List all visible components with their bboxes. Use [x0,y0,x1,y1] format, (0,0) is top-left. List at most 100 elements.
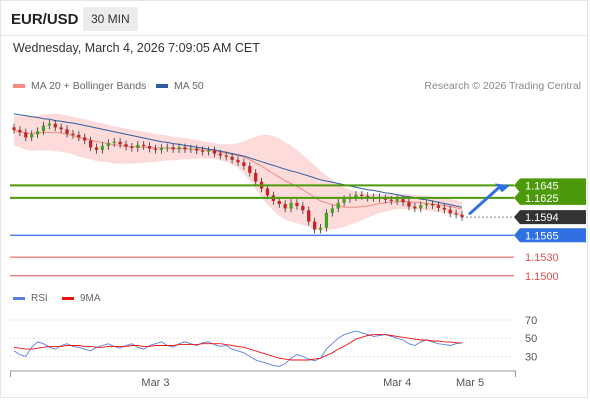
ma20-swatch [13,84,25,89]
candle-body [106,142,110,147]
ma50-line [13,113,463,208]
candle-body [201,150,205,152]
candle-body [448,209,452,214]
candle-body [230,156,234,160]
candle-body [100,146,105,150]
forecast-arrow-shaft [468,185,502,215]
rsi-tick-70: 70 [525,315,537,327]
candle-body [413,206,417,209]
last-price-tag [514,210,586,225]
candle-body [342,199,346,203]
candle-body [460,214,464,218]
candle-body [425,204,429,206]
symbol-label: EUR/USD [11,11,79,28]
ma20-label: MA 20 + Bollinger Bands [31,80,147,92]
rsi-tick-30: 30 [525,351,537,363]
ma50-swatch [156,84,168,89]
candle-body [59,127,63,130]
candle-body [354,194,358,198]
candle-body [65,129,69,134]
rsi-swatch [13,296,25,300]
timestamp: Wednesday, March 4, 2026 7:09:05 AM CET [13,41,260,55]
candle-body [242,162,246,167]
candle-body [360,194,364,196]
candle-body [289,202,293,209]
credit-text: Research © 2026 Trading Central [424,80,581,92]
candle-body [71,133,75,135]
candle-body [83,137,87,141]
last-price-label: 1.1594 [525,212,559,224]
candle-body [94,147,99,150]
candle-body [189,148,193,150]
resistance-2-tag [514,190,586,205]
forecast-arrow-head [495,183,510,193]
pivot-label: 1.1565 [525,230,559,242]
ma9-swatch [62,296,74,300]
candle-body [183,147,187,150]
pivot-tag [514,228,586,243]
candle-body [142,144,146,147]
candle-body [177,147,181,150]
candle-body [53,123,57,128]
candle-body [395,199,399,201]
candle-body [401,199,405,203]
legend-ma20: MA 20 + Bollinger Bands [13,80,146,92]
candle-body [224,155,228,157]
candle-body [136,144,140,148]
ma50-label: MA 50 [174,80,204,92]
candle-body [307,210,311,222]
candle-body [265,188,270,196]
candle-body [159,147,163,150]
candle-body [283,204,287,209]
candle-body [47,123,51,126]
ma20-line [13,130,463,210]
candle-body [454,213,458,215]
candle-body [236,159,240,163]
candle-body [389,199,393,201]
candle-body [430,204,435,206]
candle-body [277,200,281,205]
x-tick-label: Mar 4 [383,377,411,389]
candle-body [153,148,158,150]
candle-body [195,148,199,151]
candle-body [112,141,116,143]
candle-body [171,147,175,150]
candle-body [436,205,441,208]
candle-body [41,125,46,132]
candle-body [12,127,16,130]
bollinger-bands [14,113,462,231]
candle-body [318,227,323,230]
candle-body [419,205,423,209]
candlesticks [12,119,464,234]
candle-body [212,150,217,154]
candle-body [248,166,252,173]
candle-body [330,208,334,213]
candle-body [24,132,28,138]
timeframe-button[interactable]: 30 MIN [83,7,138,31]
candle-body [218,153,222,156]
candle-body [124,144,128,147]
x-axis: Mar 3 Mar 4 Mar 5 [10,370,516,389]
candle-body [35,131,40,135]
candle-body [313,221,317,230]
candle-body [118,141,122,145]
legend-9ma: 9MA [62,293,101,304]
candle-body [165,147,169,149]
candle-body [206,150,211,152]
rsi-panel: 70 50 30 [10,315,537,367]
candle-body [130,146,134,148]
bollinger-band-fill [14,113,462,231]
rsi-label: RSI [31,293,48,304]
candle-body [442,207,446,210]
candle-body [147,146,152,149]
support-2-label: 1.1500 [525,271,559,283]
candle-body [301,205,305,211]
legend-ma50: MA 50 [156,80,204,92]
x-tick-label: Mar 5 [456,377,484,389]
resistance-1-tag [514,178,586,193]
candle-body [324,212,329,228]
candle-body [383,198,387,200]
ma9-label: 9MA [80,293,101,304]
moving-averages [13,113,463,210]
